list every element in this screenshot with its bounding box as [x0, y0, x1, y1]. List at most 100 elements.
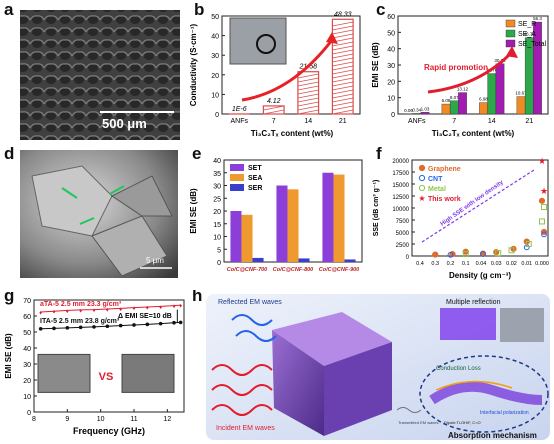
scale-bar-label-a: 500 μm: [102, 116, 147, 131]
y-axis-label: EMI SE (dB): [189, 188, 198, 234]
bar-hatch: [332, 65, 354, 71]
data-label: 4.12: [267, 98, 281, 105]
x-tick-label: 7: [272, 118, 276, 125]
bar-hatch: [332, 73, 354, 79]
y-tick-label: 0: [391, 112, 395, 119]
series-line-1: [40, 321, 181, 330]
bar-hatch: [332, 25, 354, 31]
bar-SE_R-21: [516, 96, 526, 115]
bar-hatch: [332, 21, 354, 27]
bar-hatch: [297, 105, 319, 111]
bar-hatch: [297, 97, 319, 103]
x-tick-label: 0.3: [431, 261, 439, 267]
y-tick-label: 20: [213, 209, 221, 216]
bar-hatch: [297, 93, 319, 99]
x-axis-label: Frequency (GHz): [73, 426, 145, 436]
legend-label: SE_A: [518, 31, 536, 38]
label-absorption-mechanism: Absorption mechanism: [448, 431, 537, 440]
y-tick-label: 40: [211, 34, 219, 41]
y-tick-label: 30: [387, 63, 395, 70]
y-tick-label: 2500: [396, 243, 410, 249]
y-tick-label: 0: [217, 260, 221, 267]
point-CNT: [541, 231, 547, 238]
point-marker: [52, 326, 56, 331]
y-tick-label: 60: [23, 314, 31, 321]
bar-hatch: [332, 41, 354, 47]
legend-swatch-SE_Total: [505, 39, 516, 48]
chart-e-emi-se: 0 5 10 15 20 25 30 35 40 Co/C@CNF-700 Co/C@CNF-800…: [189, 158, 363, 273]
x-tick-label: 0.01: [521, 261, 532, 267]
point-marker: [132, 323, 136, 327]
bar-hatch: [332, 93, 354, 99]
annotation: Rapid promotion: [424, 63, 488, 72]
point-marker: ♦: [119, 307, 122, 313]
point-Metal: [508, 247, 515, 254]
bar-hatch: [297, 77, 319, 83]
point-marker: [172, 320, 176, 325]
bar-SER-Co/C@CNF-800: [298, 258, 310, 262]
point-marker: ♦: [66, 309, 69, 315]
trend-line: [421, 169, 535, 243]
data-label: 30.74: [494, 58, 506, 63]
y-tick-label: 30: [23, 362, 31, 369]
bar-SEA-Co/C@CNF-800: [287, 189, 299, 262]
inset-separator: VS: [99, 371, 114, 383]
bar-hatch: [332, 53, 354, 59]
bar-SER-Co/C@CNF-900: [344, 259, 356, 262]
y-tick-label: 20000: [392, 159, 409, 165]
legend-marker: [418, 164, 426, 172]
y-tick-label: 5: [217, 247, 221, 254]
reflected-wave-2: [235, 330, 277, 342]
panel-c: c 0 10 20 30 40 50 60 0.06 0.34 1.03 ANFs 6.08 8.07 1…: [370, 2, 552, 142]
y-tick-label: 50: [23, 330, 31, 337]
point-CNT: [480, 251, 486, 257]
y-tick-label: 30: [213, 184, 221, 191]
y-tick-label: 40: [23, 346, 31, 353]
bar-SE_A-7: [449, 100, 459, 115]
y-tick-label: 20: [211, 73, 219, 80]
bar-hatch: [332, 97, 354, 103]
panel-d-sem-image: d 5 μm: [2, 146, 182, 282]
label-incident: Incident EM waves: [216, 425, 275, 432]
reflected-wave-1: [231, 314, 273, 326]
bar-SE_A-14: [487, 73, 497, 115]
panel-h-diagram: Reflected EM waves Incident EM waves Tra…: [192, 290, 552, 442]
label-reflected: Reflected EM waves: [218, 299, 282, 306]
series-label: ITA-5 2.5 mm 23.8 g/cm³: [40, 318, 120, 325]
bar-SET-Co/C@CNF-800: [276, 185, 288, 262]
foam-cube-right: [324, 342, 392, 436]
point-Metal: [541, 204, 547, 211]
bar-hatch: [332, 105, 354, 111]
series-label: aTA-5 2.5 mm 23.3 g/cm³: [40, 301, 122, 308]
x-tick-label: 8: [32, 416, 36, 423]
panel-label-c: c: [376, 2, 386, 19]
bar-SE_Total-7: [458, 92, 467, 115]
bar-SET-Co/C@CNF-900: [322, 172, 334, 262]
multiple-reflection-sem: [500, 308, 544, 342]
y-tick-label: 0: [27, 410, 31, 417]
chart-c-emi-se: 0 10 20 30 40 50 60 0.06 0.34 1.03 ANFs 6.088.07 13.…: [371, 14, 549, 138]
point-marker: [38, 327, 43, 331]
plot-frame: [33, 299, 185, 413]
legend-label: SER: [248, 185, 262, 192]
data-label: 13.12: [457, 87, 469, 92]
legend-label: CNT: [428, 176, 443, 183]
legend-label: SEA: [248, 175, 262, 182]
x-tick-label: 7: [452, 118, 456, 125]
bar-hatch: [332, 89, 354, 95]
x-tick-label: 0.2: [447, 261, 455, 267]
bar-SE_Total-21: [533, 21, 542, 115]
x-tick-label: Co/C@CNF-900: [319, 267, 360, 273]
annotation: High SSE with low density: [440, 179, 505, 227]
point-Metal: [462, 251, 469, 258]
chart-b-conductivity: 010203040501E-6ANFs4.12721.581448.3321Ti…: [189, 11, 361, 138]
data-label: 0.34: [412, 107, 421, 112]
panel-label-b: b: [194, 2, 205, 19]
x-tick-label: Co/C@CNF-800: [273, 267, 314, 273]
scale-bar-label-d: 5 μm: [146, 256, 164, 265]
y-axis-label: SSE (dB cm³ g⁻¹): [373, 180, 380, 237]
sem-foam-image: [20, 10, 180, 140]
legend-marker: [418, 174, 426, 182]
panel-label-e: e: [192, 146, 202, 163]
y-tick-label: 0: [215, 112, 219, 119]
